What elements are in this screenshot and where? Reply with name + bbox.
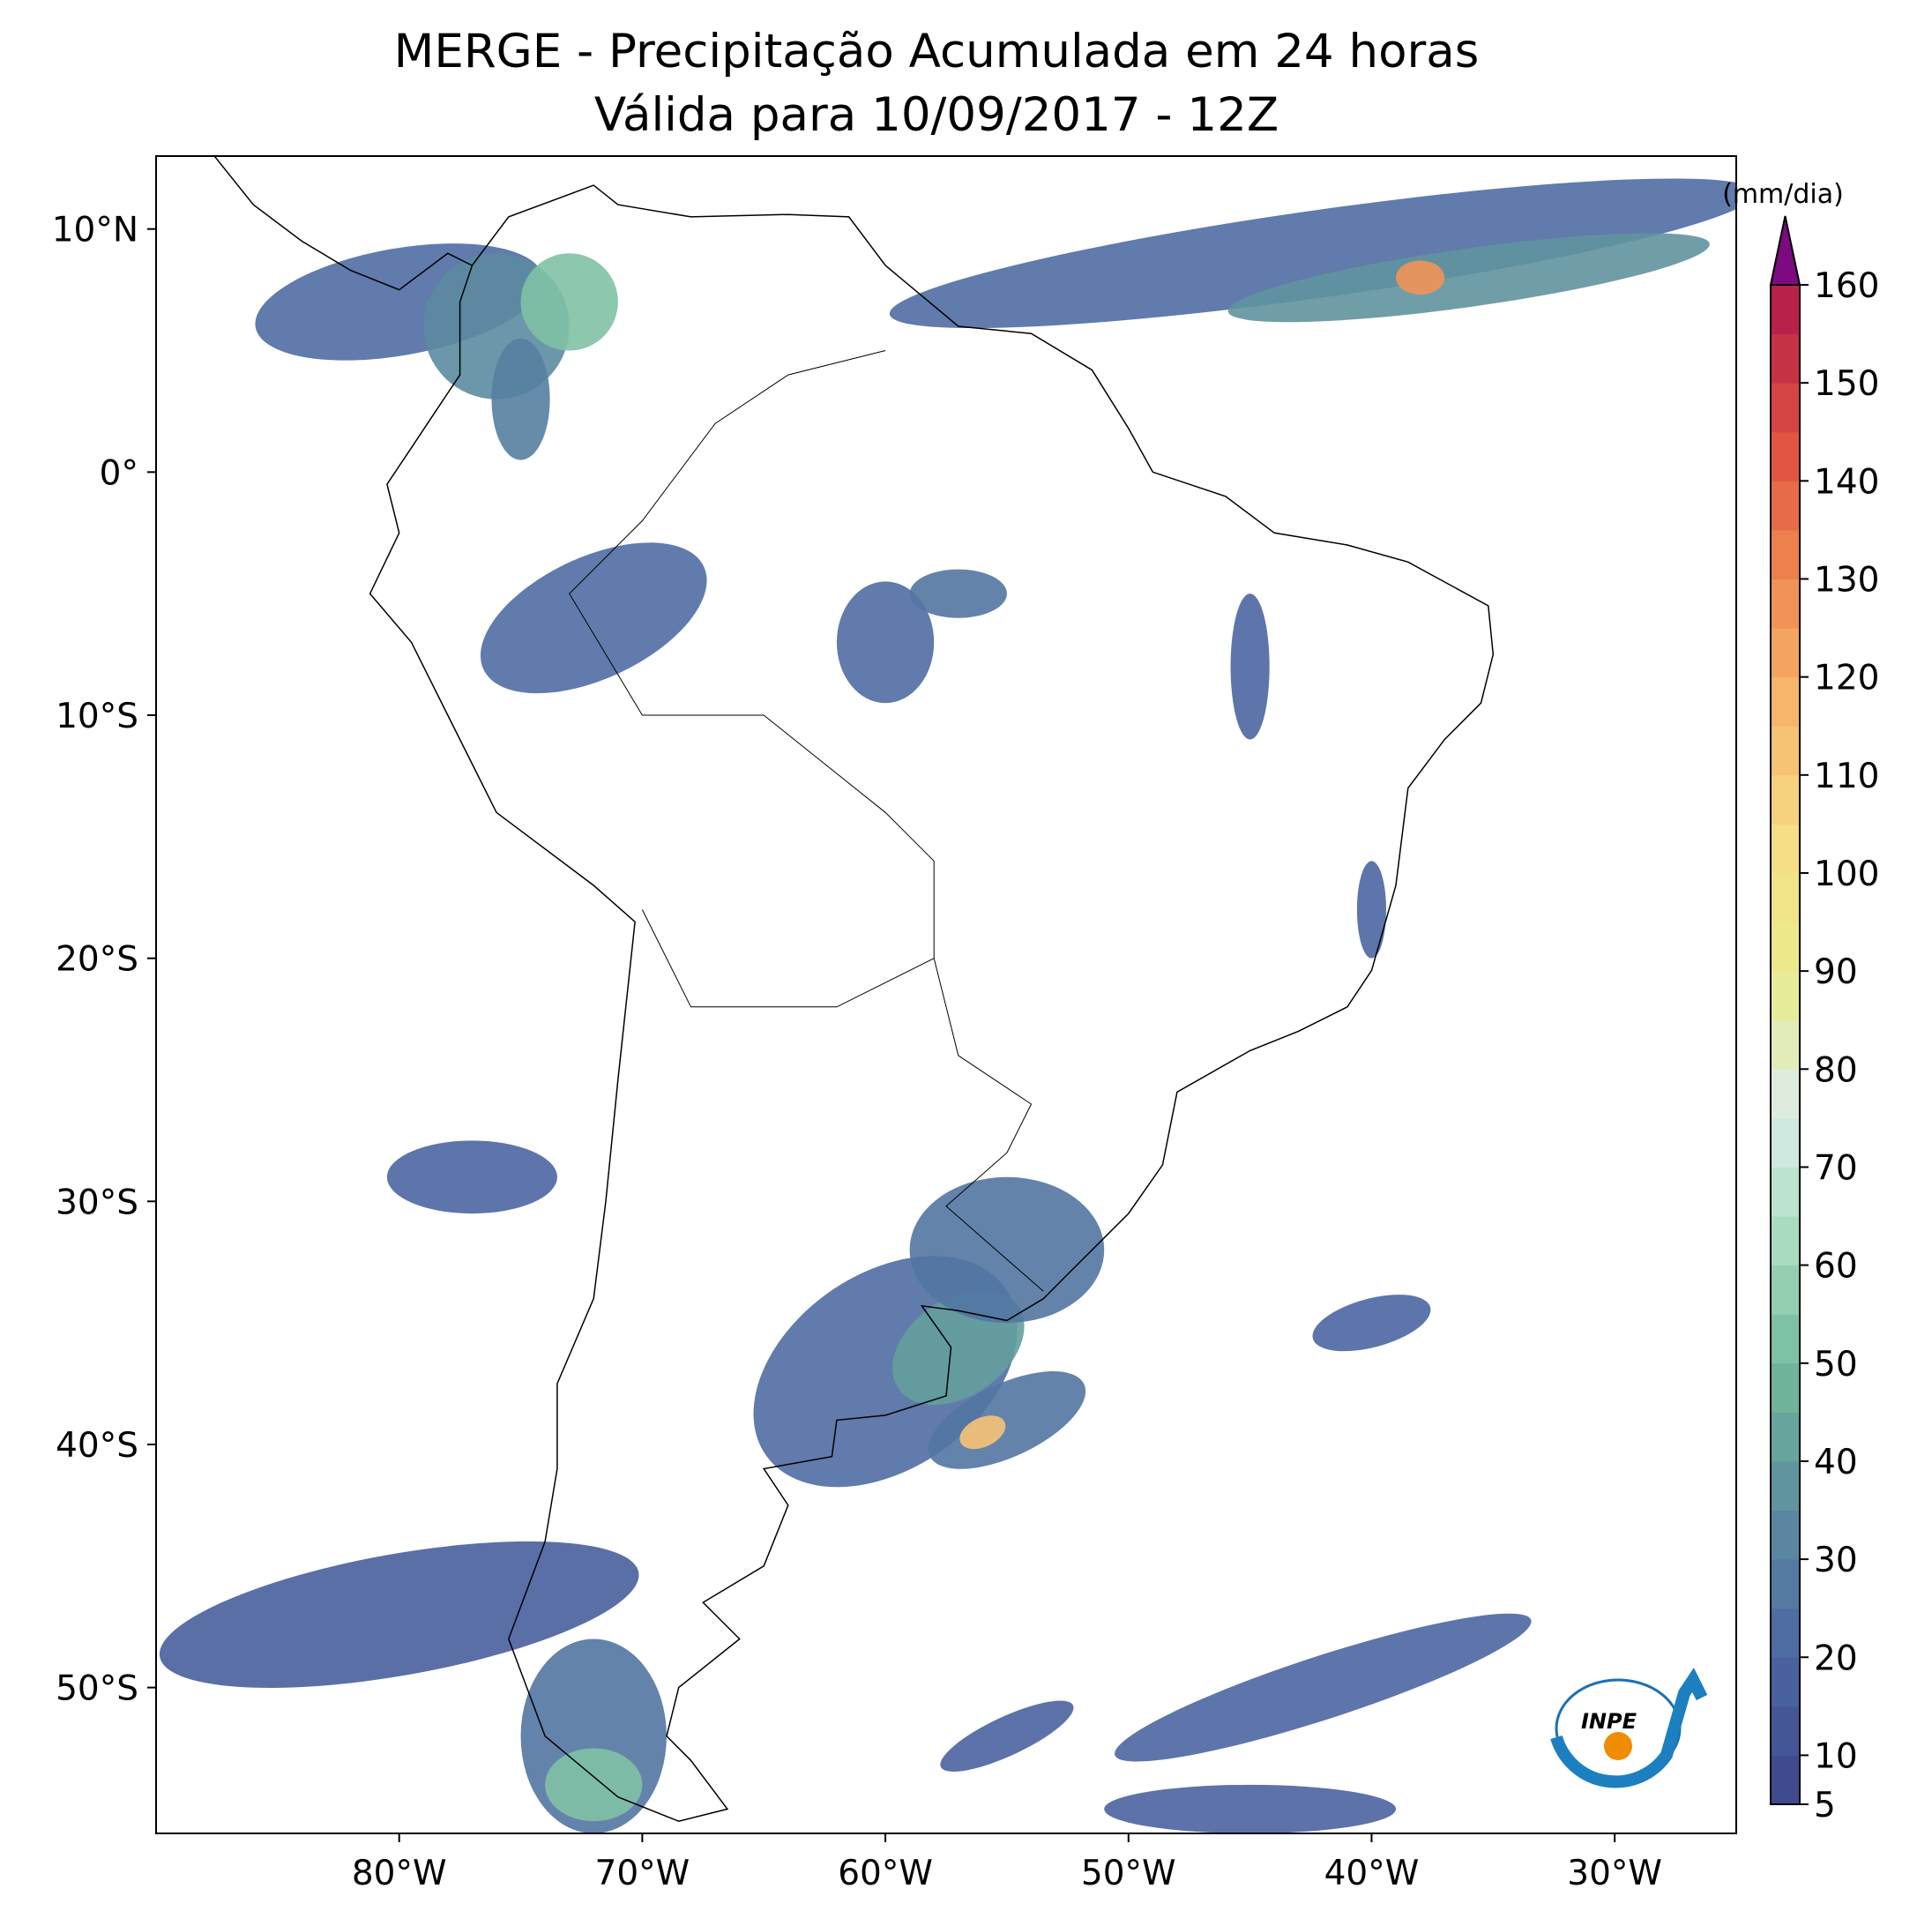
x-tick-label: 70°W bbox=[595, 1854, 690, 1893]
colorbar-band bbox=[1771, 431, 1800, 481]
colorbar-label: (mm/dia) bbox=[1722, 179, 1844, 210]
y-tick-label: 10°N bbox=[52, 211, 138, 250]
rain-area bbox=[1227, 233, 1710, 323]
colorbar-band bbox=[1771, 1460, 1800, 1512]
colorbar-band bbox=[1771, 579, 1800, 629]
rain-area bbox=[545, 1748, 643, 1822]
colorbar-band bbox=[1771, 481, 1800, 531]
colorbar-band bbox=[1771, 1755, 1800, 1805]
colorbar-tick-label: 130 bbox=[1814, 560, 1879, 600]
colorbar-tick-label: 70 bbox=[1814, 1148, 1858, 1188]
colorbar-band bbox=[1771, 1216, 1800, 1266]
rain-area bbox=[480, 542, 707, 694]
colorbar-band bbox=[1771, 1608, 1800, 1658]
x-tick-label: 80°W bbox=[352, 1854, 447, 1893]
rain-area bbox=[909, 1176, 1105, 1324]
colorbar-band bbox=[1771, 1265, 1800, 1315]
rain-area bbox=[836, 581, 935, 704]
colorbar-tick-label: 5 bbox=[1814, 1786, 1836, 1825]
rain-area bbox=[1104, 1784, 1396, 1833]
colorbar-tick-label: 80 bbox=[1814, 1050, 1858, 1090]
colorbar-band bbox=[1771, 1362, 1800, 1413]
colorbar-tick-label: 150 bbox=[1814, 364, 1879, 404]
colorbar-tick-label: 20 bbox=[1814, 1639, 1858, 1678]
y-tick-label: 20°S bbox=[56, 940, 138, 980]
rain-area bbox=[940, 1700, 1074, 1773]
colorbar-tick-label: 110 bbox=[1814, 757, 1879, 796]
colorbar-frame bbox=[1770, 284, 1801, 1805]
rain-area bbox=[889, 178, 1736, 329]
border bbox=[933, 958, 1044, 1292]
colorbar-tick-label: 50 bbox=[1814, 1345, 1858, 1385]
colorbar-tick-label: 60 bbox=[1814, 1247, 1858, 1287]
colorbar-extend bbox=[1769, 215, 1801, 286]
colorbar-band bbox=[1771, 1117, 1800, 1168]
rain-area bbox=[1115, 1613, 1532, 1762]
colorbar-band bbox=[1771, 1019, 1800, 1070]
y-tick-label: 40°S bbox=[56, 1426, 138, 1466]
map-frame bbox=[155, 155, 1737, 1834]
colorbar-tick-label: 100 bbox=[1814, 855, 1879, 894]
colorbar-band bbox=[1771, 1412, 1800, 1462]
border bbox=[569, 350, 935, 1008]
colorbar-band bbox=[1771, 1706, 1800, 1756]
map-subtitle: Válida para 10/09/2017 - 12Z bbox=[594, 88, 1279, 142]
rain-area bbox=[1230, 593, 1270, 740]
colorbar-tick-label: 10 bbox=[1814, 1736, 1858, 1776]
y-tick-label: 30°S bbox=[56, 1183, 138, 1222]
colorbar-tick-label: 120 bbox=[1814, 659, 1879, 698]
y-tick-label: 0° bbox=[100, 453, 138, 493]
colorbar-band bbox=[1771, 676, 1800, 727]
x-tick-label: 30°W bbox=[1567, 1854, 1662, 1893]
y-tick-label: 50°S bbox=[56, 1669, 138, 1709]
coastline-layer bbox=[213, 156, 1495, 1822]
coastline bbox=[213, 156, 473, 291]
colorbar-band bbox=[1771, 774, 1800, 825]
x-tick-label: 50°W bbox=[1081, 1854, 1176, 1893]
logo-text: INPE bbox=[1581, 1709, 1637, 1734]
colorbar-band bbox=[1771, 383, 1800, 433]
colorbar-band bbox=[1771, 1559, 1800, 1609]
rain-area bbox=[1312, 1295, 1431, 1352]
colorbar-band bbox=[1771, 1167, 1800, 1217]
colorbar-band bbox=[1771, 628, 1800, 678]
rain-area bbox=[520, 253, 618, 351]
colorbar-band bbox=[1771, 971, 1800, 1021]
colorbar-tick-label: 90 bbox=[1814, 952, 1858, 992]
x-tick-label: 60°W bbox=[838, 1854, 933, 1893]
precipitation-layer bbox=[159, 178, 1736, 1833]
rain-area bbox=[159, 1541, 639, 1688]
colorbar-band bbox=[1771, 529, 1800, 579]
colorbar-band bbox=[1771, 285, 1800, 335]
colorbar-tick-label: 30 bbox=[1814, 1541, 1858, 1580]
rain-area bbox=[386, 1140, 557, 1214]
y-tick-label: 10°S bbox=[56, 697, 138, 736]
colorbar-band bbox=[1771, 872, 1800, 923]
axes: 80°W 70°W 60°W 50°W 40°W 30°W 10°N 0° 10°S 20°S 30… bbox=[52, 211, 1662, 1893]
x-tick-label: 40°W bbox=[1324, 1854, 1420, 1893]
rain-area bbox=[1396, 260, 1445, 295]
colorbar-band bbox=[1771, 1510, 1800, 1560]
rain-area bbox=[909, 569, 1007, 618]
colorbar-band bbox=[1771, 333, 1800, 384]
rain-area bbox=[959, 1415, 1006, 1450]
colorbar-band bbox=[1771, 824, 1800, 874]
colorbar-band bbox=[1771, 1069, 1800, 1119]
coastline bbox=[369, 184, 1495, 1822]
colorbar-band bbox=[1771, 1657, 1800, 1707]
colorbar-tick-label: 140 bbox=[1814, 462, 1879, 502]
inpe-logo: INPE bbox=[1550, 1668, 1708, 1788]
rain-area bbox=[1356, 861, 1387, 959]
map-title: MERGE - Precipitação Acumulada em 24 hor… bbox=[394, 25, 1480, 78]
colorbar: (mm/dia) 5 10 20 30 40 50 60 70 80 90 100 110 120 130 1… bbox=[1722, 179, 1879, 1825]
colorbar-band bbox=[1771, 726, 1800, 776]
colorbar-band bbox=[1771, 1314, 1800, 1364]
rain-area bbox=[491, 338, 550, 460]
colorbar-band bbox=[1771, 922, 1800, 972]
colorbar-tick-label: 160 bbox=[1814, 266, 1879, 306]
colorbar-tick-label: 40 bbox=[1814, 1443, 1858, 1482]
